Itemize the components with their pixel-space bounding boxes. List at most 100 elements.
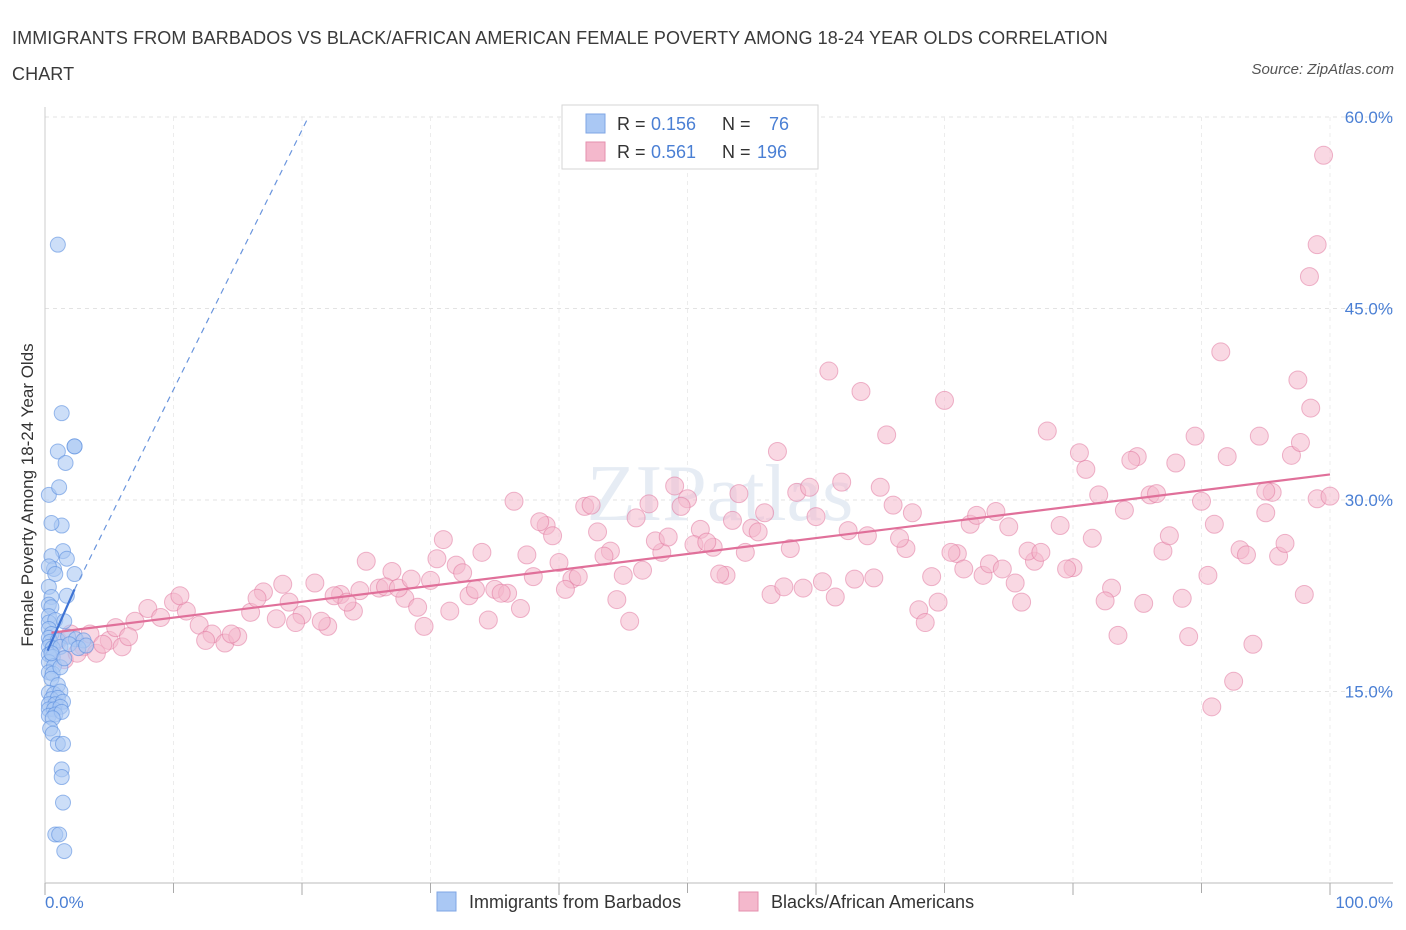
stats-n-value-pink: 196 <box>757 142 787 162</box>
data-point-blacks <box>1005 573 1025 593</box>
data-point-blacks <box>305 573 325 593</box>
data-point-blacks <box>935 390 954 410</box>
data-point-blacks <box>510 599 530 619</box>
data-point-blacks <box>1301 398 1321 418</box>
data-point-blacks <box>658 527 678 547</box>
data-point-blacks <box>1290 433 1310 453</box>
legend-label-barbados: Immigrants from Barbados <box>469 892 681 912</box>
data-point-barbados <box>66 566 83 583</box>
data-point-blacks <box>941 542 961 562</box>
data-point-blacks <box>915 613 935 633</box>
data-point-blacks <box>793 578 813 598</box>
data-point-blacks <box>408 597 428 617</box>
data-point-blacks <box>1172 588 1192 608</box>
data-point-blacks <box>1204 514 1224 534</box>
data-point-blacks <box>1108 625 1128 645</box>
data-point-blacks <box>845 569 865 589</box>
y-tick-label: 15.0% <box>1345 683 1393 702</box>
data-point-blacks <box>774 577 794 597</box>
trend-lines <box>46 116 1331 652</box>
trend-line-barbados-extrapolated <box>74 116 309 590</box>
data-point-blacks <box>170 586 190 606</box>
data-point-blacks <box>954 559 974 579</box>
series-immigrants-from-barbados <box>40 236 95 860</box>
data-point-blacks <box>1243 634 1263 654</box>
data-point-blacks <box>877 425 897 445</box>
data-point-blacks <box>697 532 717 552</box>
data-point-barbados <box>54 794 71 811</box>
data-point-blacks <box>1069 443 1089 463</box>
data-point-blacks <box>722 510 742 530</box>
y-tick-label: 60.0% <box>1345 108 1393 127</box>
y-tick-label: 45.0% <box>1345 300 1393 319</box>
data-point-blacks <box>311 611 331 631</box>
stats-r-label-pink: R = <box>617 142 646 162</box>
data-point-blacks <box>838 521 858 541</box>
data-point-blacks <box>1166 453 1186 473</box>
data-point-blacks <box>196 630 216 650</box>
data-point-blacks <box>665 476 685 496</box>
data-point-blacks <box>1012 592 1032 612</box>
data-point-blacks <box>870 477 890 497</box>
data-point-blacks <box>1185 426 1205 446</box>
data-point-blacks <box>992 559 1012 579</box>
data-point-blacks <box>350 581 370 601</box>
x-tick-label-max: 100.0% <box>1335 893 1393 912</box>
stats-r-value-pink: 0.561 <box>651 142 696 162</box>
data-point-blacks <box>626 508 646 528</box>
data-point-barbados <box>53 405 70 422</box>
trend-line-blacks <box>51 473 1331 634</box>
data-point-blacks <box>221 624 241 644</box>
data-point-blacks <box>922 567 942 587</box>
data-point-blacks <box>523 567 543 587</box>
data-point-blacks <box>356 551 376 571</box>
data-point-blacks <box>928 592 948 612</box>
data-point-blacks <box>119 627 139 647</box>
data-point-blacks <box>1134 593 1154 613</box>
data-point-blacks <box>671 496 691 516</box>
data-point-barbados <box>54 735 71 752</box>
data-point-blacks <box>530 512 550 532</box>
series-blacks-african-americans <box>48 145 1340 717</box>
data-point-blacks <box>780 539 800 559</box>
data-point-blacks <box>890 528 910 548</box>
data-point-blacks <box>93 634 113 654</box>
data-point-blacks <box>1159 526 1179 546</box>
data-point-blacks <box>504 491 524 511</box>
data-point-barbados <box>49 443 66 460</box>
data-point-blacks <box>427 549 447 569</box>
data-point-blacks <box>1307 235 1327 255</box>
stats-r-label-blue: R = <box>617 114 646 134</box>
stats-n-label-pink: N = <box>722 142 751 162</box>
data-point-blacks <box>1236 545 1256 565</box>
data-point-blacks <box>1114 500 1134 520</box>
data-point-blacks <box>857 526 877 546</box>
data-point-blacks <box>555 579 575 599</box>
data-point-blacks <box>1256 503 1276 523</box>
data-point-blacks <box>633 560 653 580</box>
data-point-blacks <box>883 495 903 515</box>
data-point-blacks <box>767 441 787 461</box>
data-point-blacks <box>549 553 569 573</box>
data-point-barbados <box>66 438 83 455</box>
x-tick-label-min: 0.0% <box>45 893 84 912</box>
stats-n-value-blue: 76 <box>769 114 789 134</box>
data-point-blacks <box>812 572 832 592</box>
stats-r-value-blue: 0.156 <box>651 114 696 134</box>
data-point-blacks <box>607 590 627 610</box>
data-point-blacks <box>440 601 460 621</box>
data-point-blacks <box>613 565 633 585</box>
data-point-blacks <box>755 503 775 523</box>
data-point-blacks <box>999 517 1019 537</box>
stats-swatch-pink <box>585 141 606 162</box>
y-axis-label: Female Poverty Among 18-24 Year Olds <box>18 343 37 646</box>
legend-swatch-barbados <box>436 891 457 912</box>
data-point-blacks <box>1288 370 1308 390</box>
series-legend: Immigrants from Barbados Blacks/African … <box>436 891 974 912</box>
data-point-blacks <box>825 587 845 607</box>
data-point-blacks <box>273 574 293 594</box>
legend-label-blacks: Blacks/African Americans <box>771 892 974 912</box>
data-point-blacks <box>1198 565 1218 585</box>
data-point-blacks <box>620 611 640 631</box>
data-point-blacks <box>639 494 659 514</box>
